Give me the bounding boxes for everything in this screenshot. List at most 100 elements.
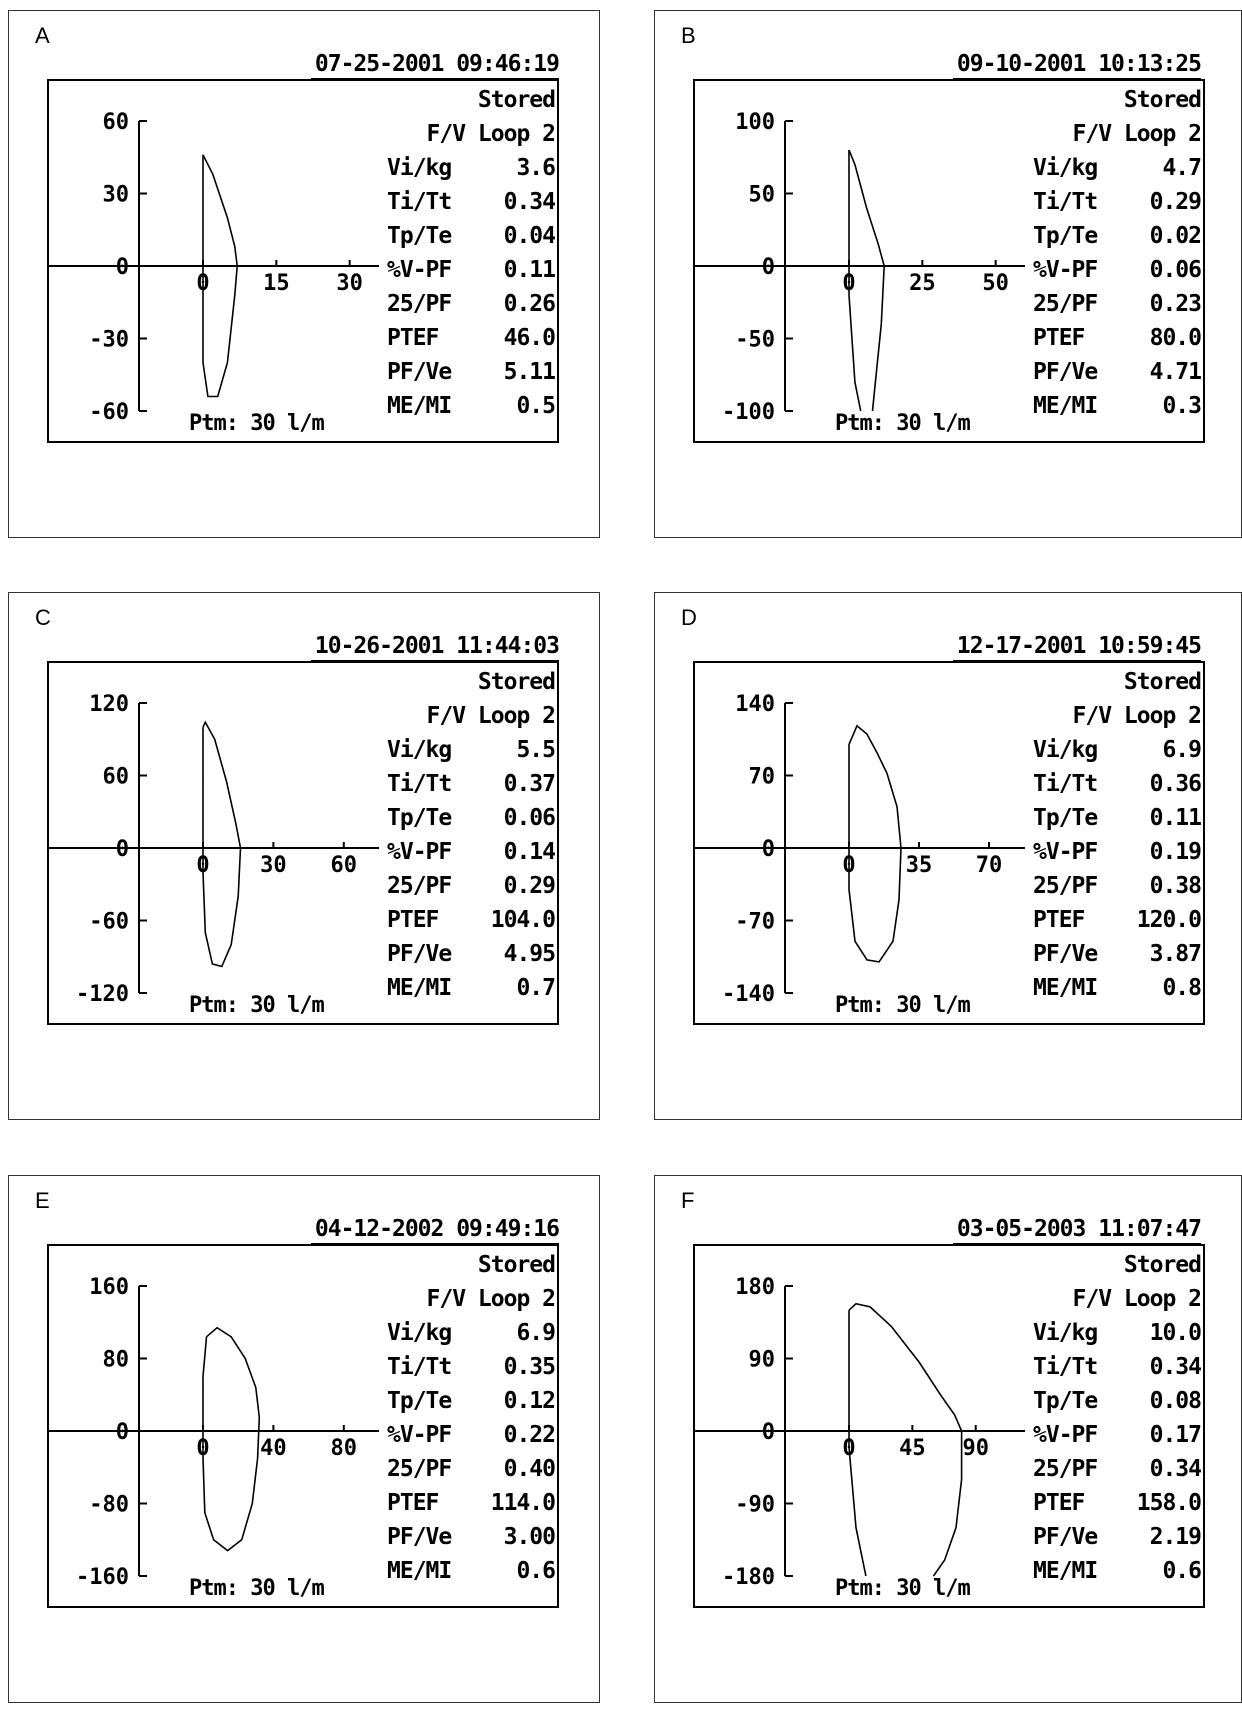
loop-label: F/V Loop 2 [426, 121, 556, 147]
stored-label: Stored [1123, 1252, 1202, 1278]
y-tick-label: 0 [762, 1420, 775, 1445]
param-label: PF/Ve [1033, 359, 1098, 385]
timestamp: 04-12-2002 09:49:16 [310, 1216, 560, 1245]
param-value: 4.71 [1149, 359, 1202, 385]
x-tick-label: 50 [982, 271, 1009, 296]
y-tick-label: 120 [89, 692, 129, 717]
param-row: Ti/Tt 0.29 [1033, 185, 1202, 219]
readout-panel: Stored F/V Loop 2 Vi/kg 10.0 Ti/Tt 0.34 Tp/Te 0… [1033, 1248, 1202, 1588]
ptm-label: Ptm: 30 l/m [189, 1576, 325, 1601]
param-value: 104.0 [490, 907, 556, 933]
panel-letter: E [35, 1188, 50, 1213]
y-tick-label: -70 [735, 910, 775, 935]
loop-trace [848, 149, 886, 412]
x-tick-label: 40 [260, 1436, 287, 1461]
param-label: PTEF [1033, 1490, 1085, 1516]
ptm-label: Ptm: 30 l/m [835, 993, 971, 1018]
param-row: PTEF 120.0 [1033, 903, 1202, 937]
param-label: PF/Ve [387, 359, 452, 385]
panel-letter: F [681, 1188, 695, 1213]
loop-trace [202, 154, 239, 398]
param-row: 25/PF 0.38 [1033, 869, 1202, 903]
panel-e: E 04-12-2002 09:49:16 160 80 0 -80 -160 0 40 80 St… [8, 1175, 600, 1703]
loop-trace [848, 1302, 963, 1577]
param-label: Tp/Te [1033, 805, 1098, 831]
param-label: %V-PF [387, 839, 452, 865]
ptm-label: Ptm: 30 l/m [189, 411, 325, 436]
param-label: Tp/Te [387, 1388, 452, 1414]
param-row: ME/MI 0.8 [1033, 971, 1202, 1005]
y-tick-label: 160 [89, 1275, 129, 1300]
param-value: 0.6 [516, 1558, 556, 1584]
param-label: Vi/kg [387, 1320, 452, 1346]
x-tick-label: 35 [906, 853, 933, 878]
y-tick-label: -180 [722, 1565, 775, 1590]
param-label: Tp/Te [1033, 1388, 1098, 1414]
x-tick-label: 80 [331, 1436, 358, 1461]
param-label: Ti/Tt [1033, 771, 1098, 797]
panel-d: D 12-17-2001 10:59:45 140 70 0 -70 -140 0 35 70 St… [654, 592, 1242, 1120]
monitor-screen: 140 70 0 -70 -140 0 35 70 Stored F/V Loop 2 Vi/kg 6… [693, 661, 1205, 1025]
param-row: Vi/kg 5.5 [387, 733, 556, 767]
param-value: 0.38 [1149, 873, 1202, 899]
y-tick-label: 30 [103, 183, 130, 208]
param-label: PTEF [1033, 325, 1085, 351]
panel-b: B 09-10-2001 10:13:25 100 50 0 -50 -100 0 25 50 St… [654, 10, 1242, 538]
y-tick-label: 60 [103, 110, 130, 135]
param-label: PF/Ve [387, 941, 452, 967]
y-tick-label: 0 [116, 1420, 129, 1445]
param-label: 25/PF [387, 873, 452, 899]
param-label: 25/PF [387, 1456, 452, 1482]
param-label: PTEF [387, 907, 439, 933]
param-label: PTEF [387, 325, 439, 351]
param-row: PTEF 158.0 [1033, 1486, 1202, 1520]
loop-label: F/V Loop 2 [1072, 703, 1202, 729]
timestamp: 03-05-2003 11:07:47 [952, 1216, 1202, 1245]
param-value: 0.26 [503, 291, 556, 317]
panel-letter: D [681, 605, 697, 630]
param-row: 25/PF 0.23 [1033, 287, 1202, 321]
param-value: 0.7 [516, 975, 556, 1001]
stored-label: Stored [1123, 669, 1202, 695]
param-row: 25/PF 0.29 [387, 869, 556, 903]
param-value: 0.29 [503, 873, 556, 899]
panel-letter: C [35, 605, 51, 630]
param-label: %V-PF [387, 257, 452, 283]
param-value: 10.0 [1149, 1320, 1202, 1346]
param-label: Tp/Te [387, 223, 452, 249]
param-value: 0.37 [503, 771, 556, 797]
y-tick-label: 0 [116, 837, 129, 862]
y-tick-label: -80 [89, 1493, 129, 1518]
param-label: PF/Ve [1033, 1524, 1098, 1550]
y-tick-label: -120 [76, 982, 129, 1007]
readout-panel: Stored F/V Loop 2 Vi/kg 6.9 Ti/Tt 0.35 Tp/Te 0.… [387, 1248, 556, 1588]
param-row: Ti/Tt 0.34 [1033, 1350, 1202, 1384]
param-value: 0.29 [1149, 189, 1202, 215]
param-row: Vi/kg 10.0 [1033, 1316, 1202, 1350]
param-value: 80.0 [1149, 325, 1202, 351]
stored-label: Stored [477, 87, 556, 113]
timestamp: 07-25-2001 09:46:19 [310, 51, 560, 80]
monitor-screen: 120 60 0 -60 -120 0 30 60 Stored F/V Loop 2 Vi/kg 5… [47, 661, 559, 1025]
param-value: 0.19 [1149, 839, 1202, 865]
param-value: 5.5 [516, 737, 556, 763]
x-tick-label: 15 [263, 271, 290, 296]
readout-panel: Stored F/V Loop 2 Vi/kg 4.7 Ti/Tt 0.29 Tp/Te 0.… [1033, 83, 1202, 423]
loop-label: F/V Loop 2 [1072, 121, 1202, 147]
param-row: Ti/Tt 0.37 [387, 767, 556, 801]
param-row: PF/Ve 3.00 [387, 1520, 556, 1554]
x-tick-label: 30 [260, 853, 287, 878]
loop-trace [202, 1326, 261, 1552]
param-row: Vi/kg 6.9 [1033, 733, 1202, 767]
param-value: 0.14 [503, 839, 556, 865]
param-row: ME/MI 0.3 [1033, 389, 1202, 423]
y-tick-label: 50 [749, 183, 776, 208]
timestamp: 12-17-2001 10:59:45 [952, 633, 1202, 662]
param-label: Tp/Te [1033, 223, 1098, 249]
y-tick-label: 90 [749, 1348, 776, 1373]
param-label: Vi/kg [1033, 155, 1098, 181]
param-label: ME/MI [1033, 393, 1098, 419]
stored-label: Stored [1123, 87, 1202, 113]
